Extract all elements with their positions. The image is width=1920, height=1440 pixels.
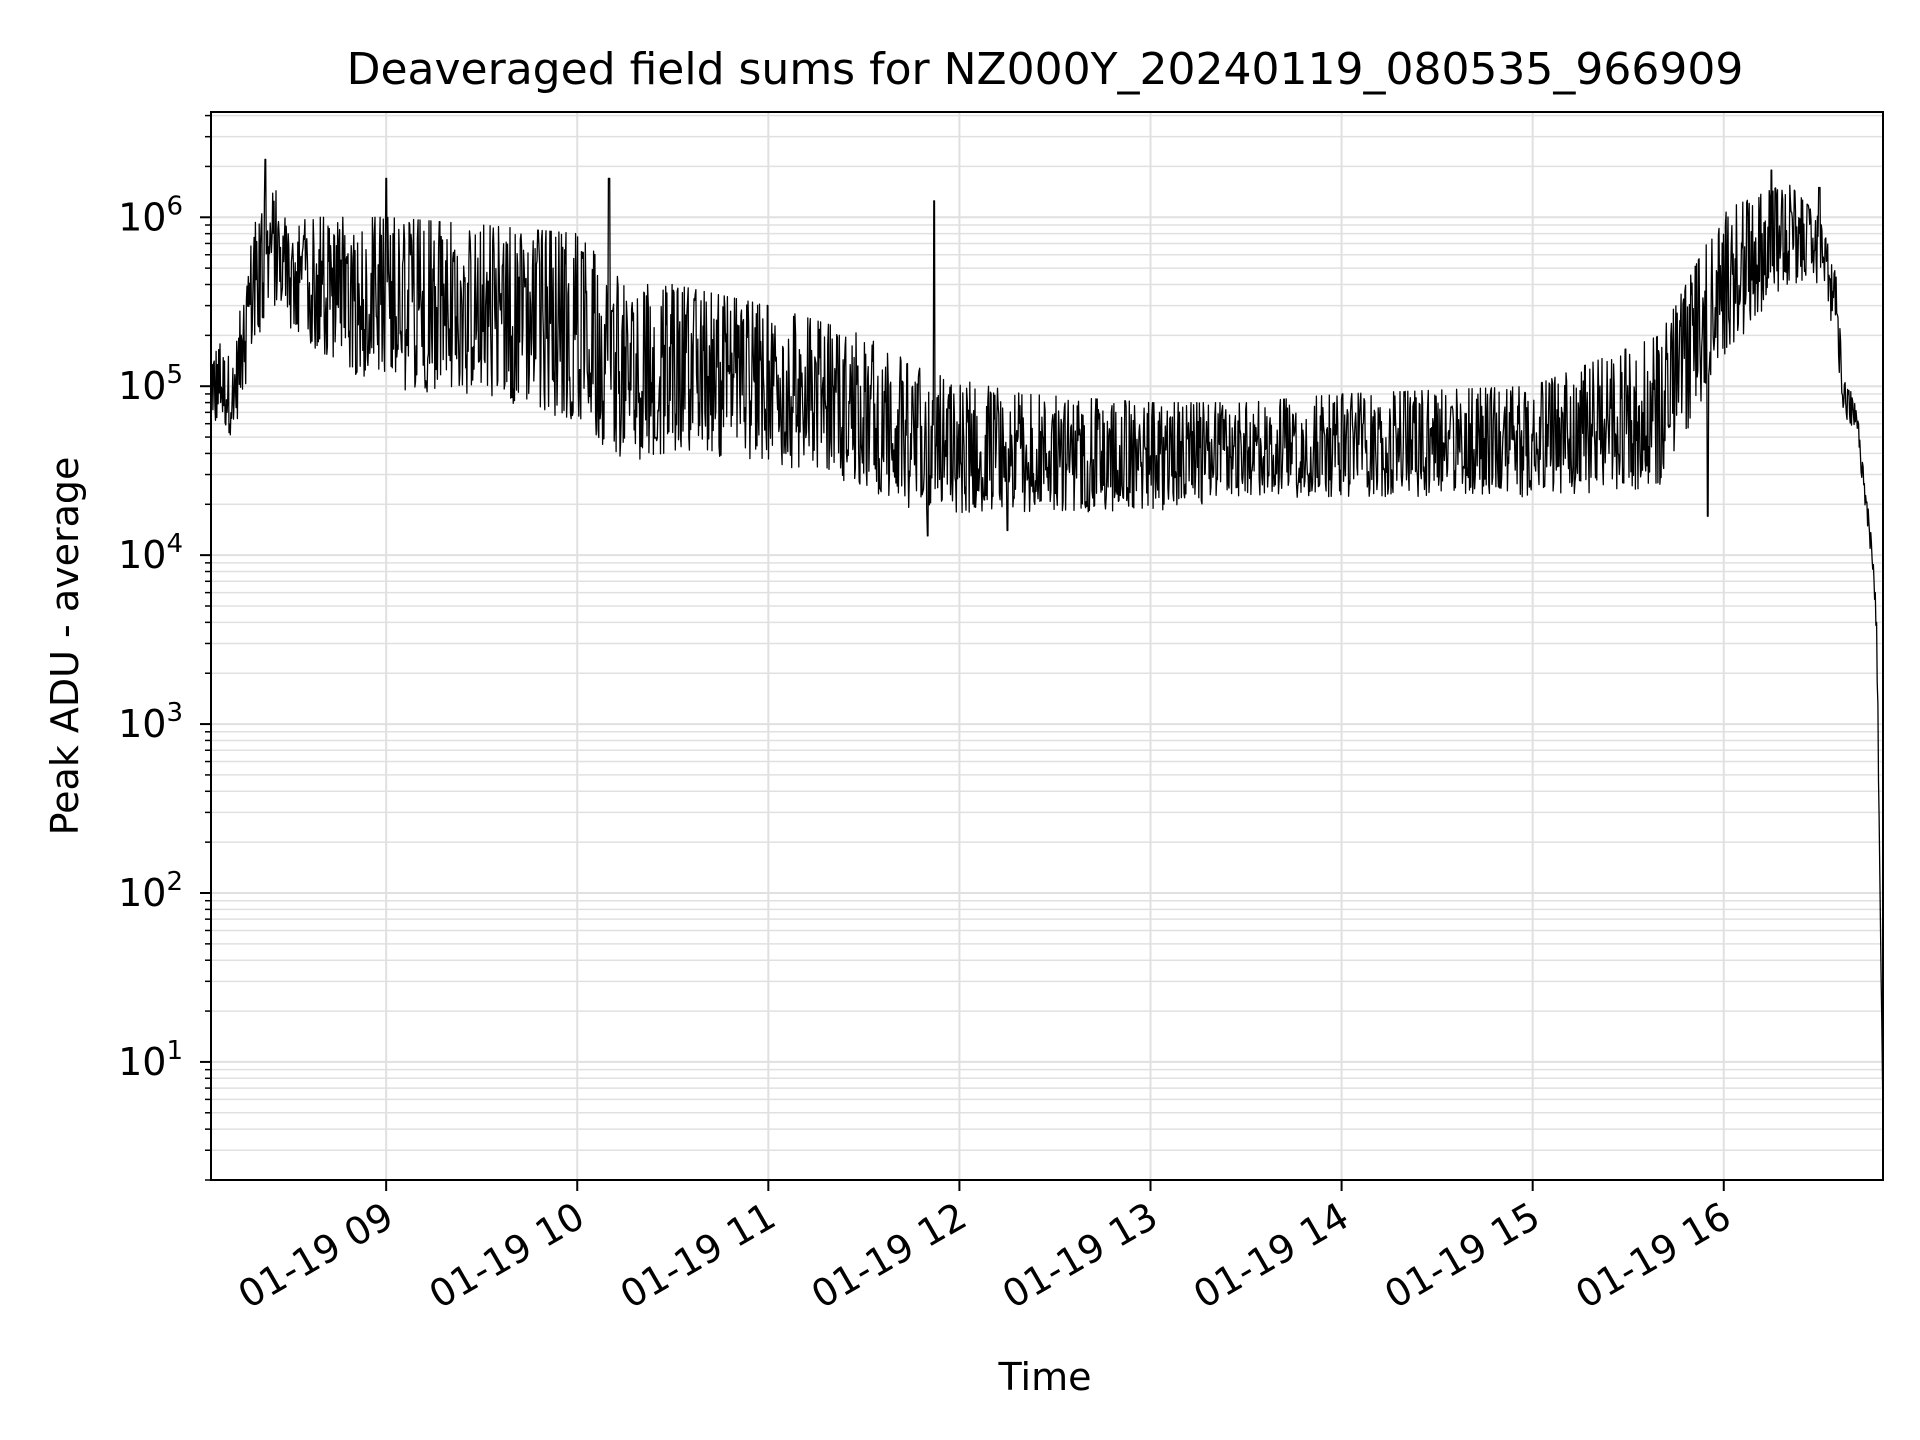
y-tick-label: 101 (118, 1036, 183, 1084)
x-axis-label: Time (998, 1355, 1092, 1399)
x-tick-label: 01-19 13 (995, 1194, 1165, 1318)
plot-frame (210, 111, 1884, 1181)
y-tick-label: 103 (118, 698, 183, 746)
y-axis: 101 102 103 104 105 106 (118, 114, 211, 1181)
chart-title: Deaveraged field sums for NZ000Y_2024011… (347, 44, 1744, 95)
x-tick-label: 01-19 10 (422, 1194, 592, 1318)
x-tick-label: 01-19 16 (1568, 1194, 1738, 1318)
y-axis-label: Peak ADU - average (43, 457, 87, 836)
data-series (210, 158, 1884, 1119)
x-tick-label: 01-19 09 (231, 1194, 401, 1318)
grid-lines (211, 112, 1883, 1181)
y-tick-label: 106 (118, 191, 183, 239)
y-tick-label: 105 (118, 360, 183, 408)
y-tick-label: 102 (118, 867, 183, 915)
series-line (210, 158, 1884, 1119)
x-tick-label: 01-19 14 (1186, 1194, 1356, 1318)
x-tick-label: 01-19 15 (1377, 1194, 1547, 1318)
x-tick-label: 01-19 11 (613, 1194, 783, 1318)
x-axis: 01-19 09 01-19 10 01-19 11 01-19 12 01-19 13… (231, 1180, 1738, 1318)
y-tick-label: 104 (118, 529, 183, 577)
x-tick-label: 01-19 12 (804, 1194, 974, 1318)
